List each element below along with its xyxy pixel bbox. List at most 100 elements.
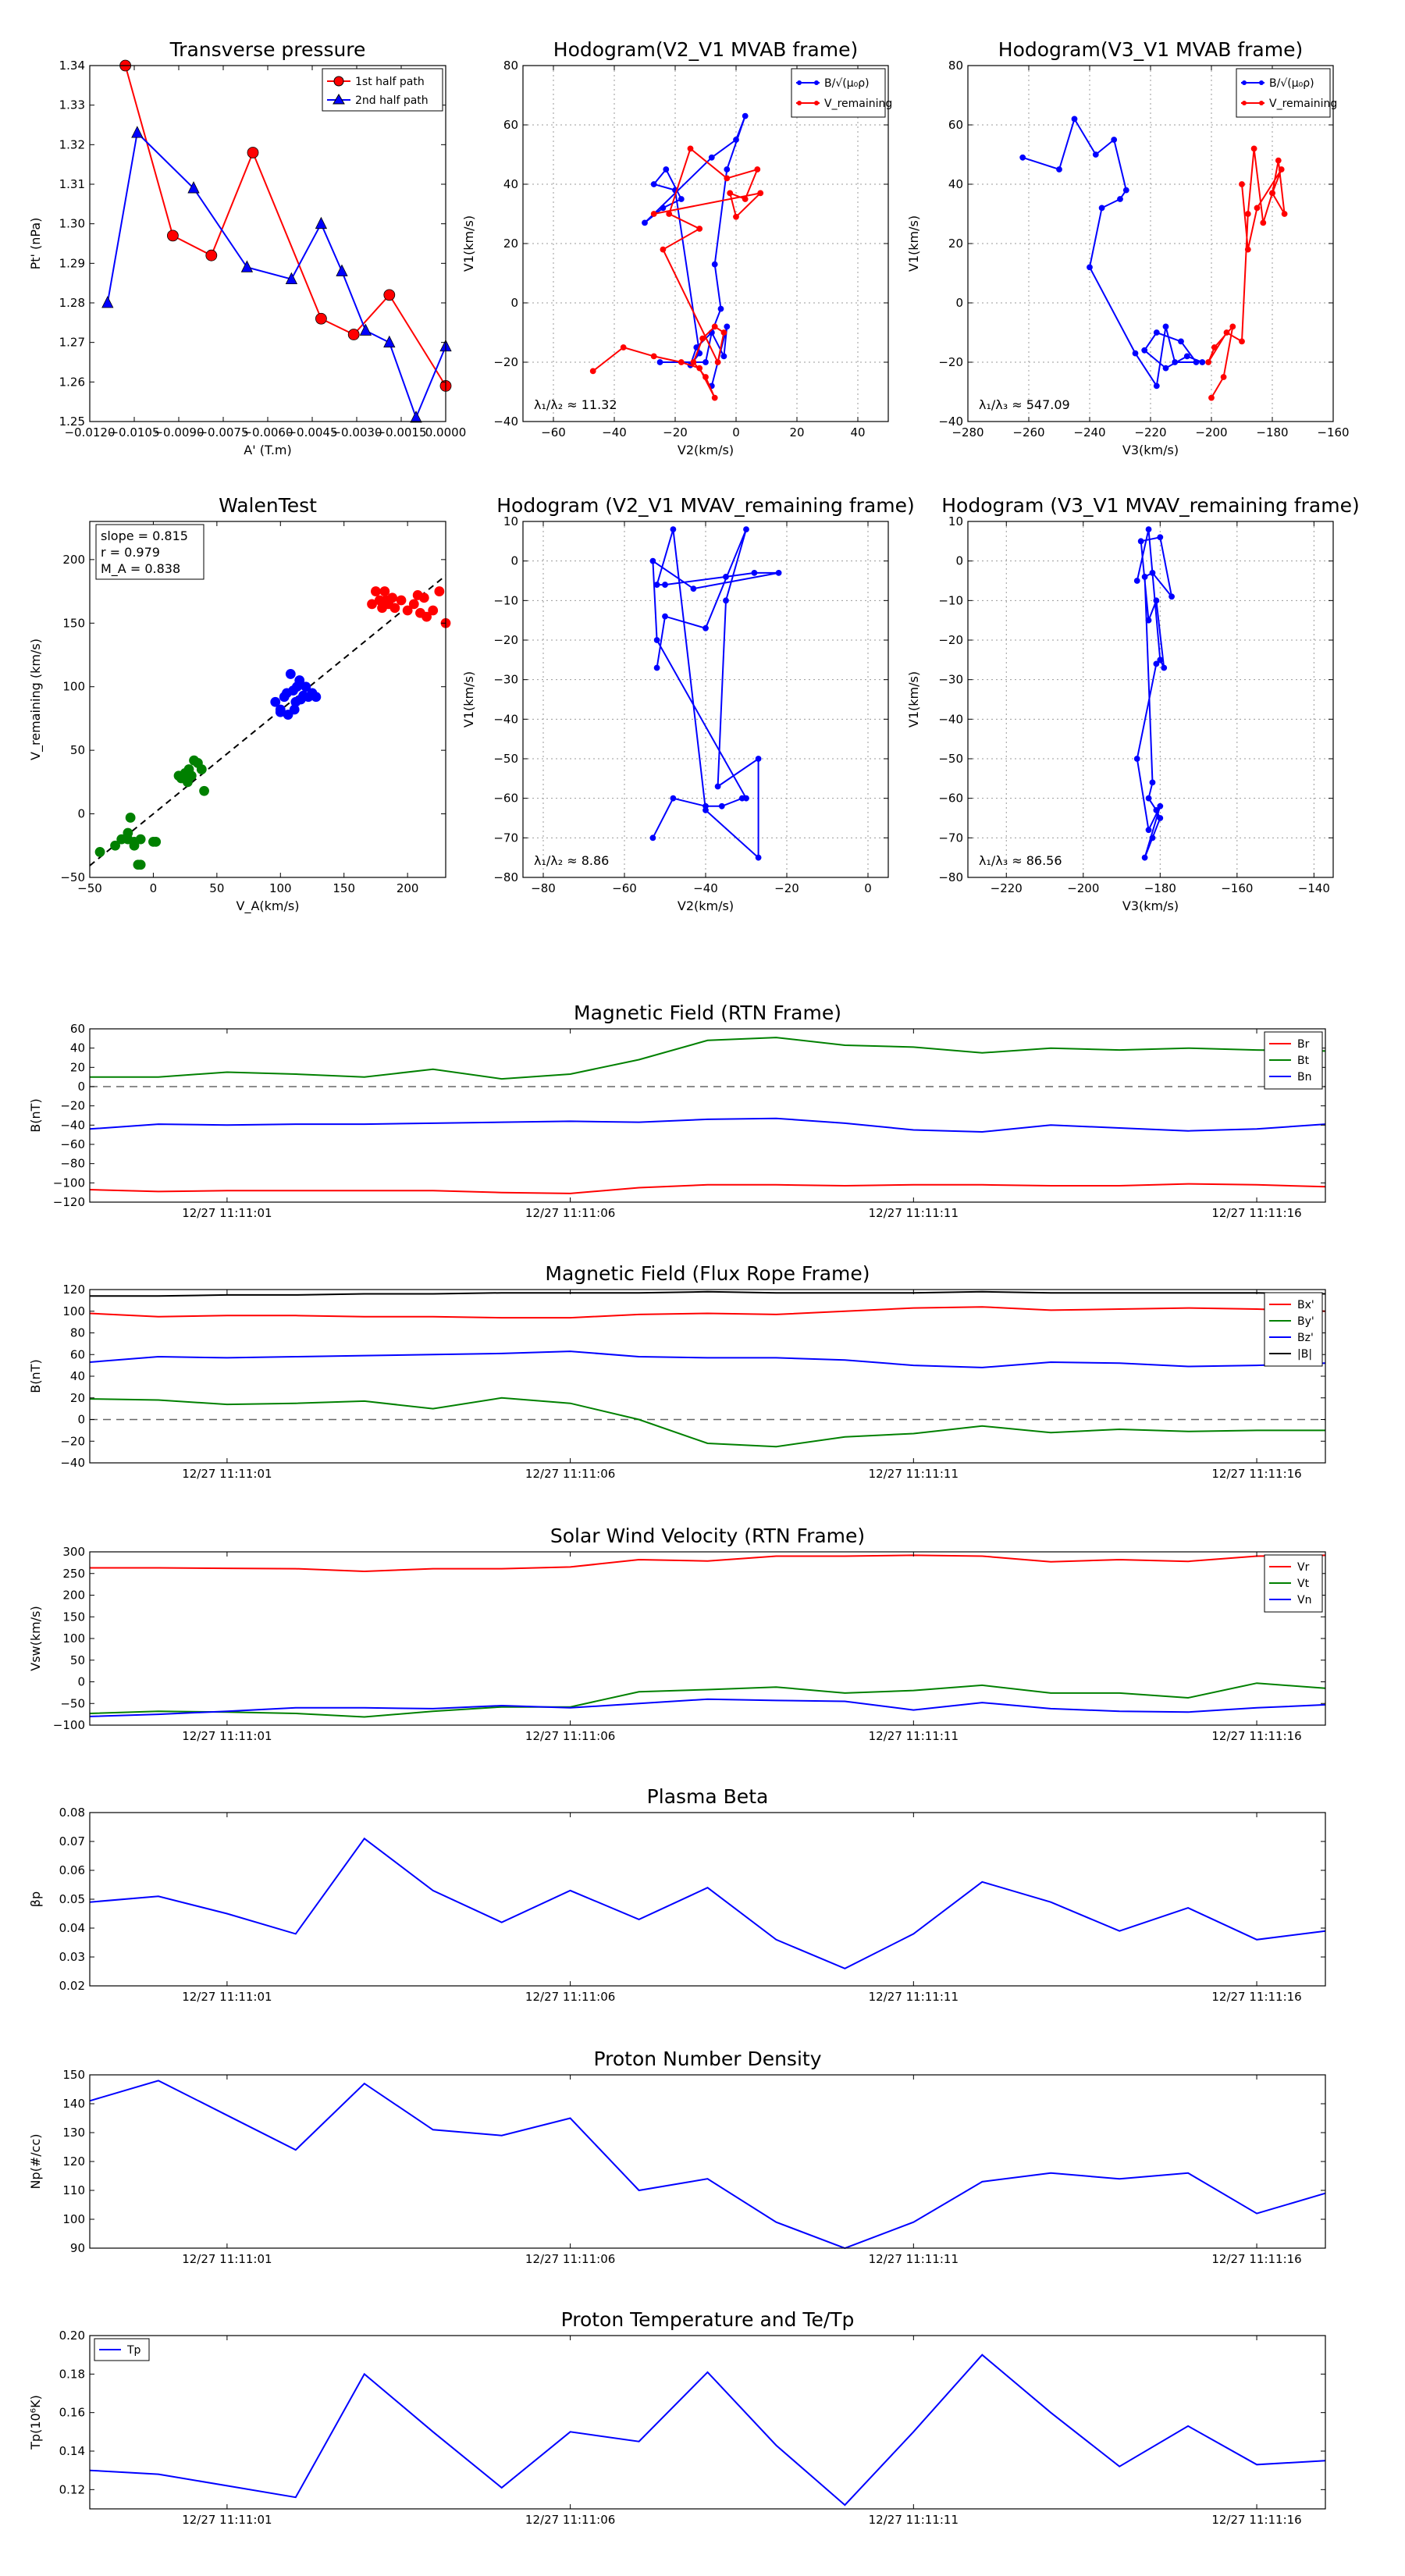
ts5-ytick-label: 130 — [62, 2126, 85, 2140]
panel3-series-2-line — [1208, 148, 1286, 399]
panel3-xtick-label: −200 — [1195, 425, 1227, 439]
panel4-group2-point — [294, 675, 305, 685]
ts1-xtick-label: 12/27 11:11:06 — [525, 1206, 615, 1220]
panel2-xtick-label: 40 — [850, 425, 865, 439]
panel6-series-1-point — [1145, 617, 1152, 624]
ts1-xtick-label: 12/27 11:11:11 — [869, 1206, 959, 1220]
panel3-ytick-label: 40 — [948, 177, 963, 191]
ts1-ytick-label: 0 — [77, 1080, 85, 1094]
ts1-frame — [89, 1028, 1326, 1203]
panel3-series-2-point — [1244, 246, 1251, 253]
panel1-ytick-label: 1.29 — [59, 256, 85, 270]
panel3-xtick-label: −280 — [951, 425, 984, 439]
panel4-group3-point — [396, 595, 407, 606]
panel5-series-1-point — [670, 526, 677, 533]
panel3-legend-b-marker — [1242, 80, 1247, 85]
panel1-xtick-label: −0.0120 — [64, 425, 115, 439]
panel3-ytick-label: 0 — [955, 296, 963, 310]
panel2-legend-v-marker — [797, 101, 802, 105]
panel4-frame — [89, 521, 446, 878]
panel4-group3-point — [371, 586, 381, 596]
panel6-xtick-label: −140 — [1298, 881, 1330, 895]
panel4-group1-point — [94, 847, 105, 857]
panel3-series-2-point — [1278, 166, 1285, 173]
panel3-xtick-label: −160 — [1317, 425, 1349, 439]
panel1-legend-label-first: 1st half path — [355, 76, 425, 88]
panel5-series-1-point — [723, 574, 729, 580]
panel5-series-1-point — [653, 664, 660, 671]
ts6-ytick-label: 0.14 — [59, 2444, 85, 2458]
ts3-xtick-label: 12/27 11:11:06 — [525, 1729, 615, 1743]
ts3-ytick-label: 200 — [62, 1589, 85, 1603]
panel1-ytick-label: 1.27 — [59, 336, 85, 350]
panel5-ylabel: V1(km/s) — [461, 671, 476, 728]
panel3-legend-label-b: B/√(μ₀ρ) — [1269, 77, 1314, 90]
panel3-xtick-label: −240 — [1073, 425, 1105, 439]
panel6-series-1-point — [1141, 574, 1148, 580]
panel2-series-1-point — [720, 353, 727, 360]
panel5-ytick-label: 0 — [510, 554, 518, 568]
panel4-group2-point — [270, 696, 281, 707]
panel2-series-2-point — [727, 190, 734, 197]
panel6-ylabel: V1(km/s) — [906, 671, 921, 728]
ts6-xtick-label: 12/27 11:11:11 — [869, 2513, 959, 2527]
panel4-xtick-label: 0 — [150, 881, 158, 895]
panel6-series-1-point — [1141, 854, 1148, 861]
panel3-ytick-label: −40 — [938, 415, 963, 429]
panel3-ylabel: V1(km/s) — [906, 215, 921, 272]
panel3-series-1-point — [1071, 116, 1078, 123]
panel4-title: WalenTest — [219, 494, 317, 517]
panel2-title: Hodogram(V2_V1 MVAB frame) — [553, 38, 858, 61]
ts5-title: Proton Number Density — [594, 2048, 822, 2070]
panel4-stats-line: M_A = 0.838 — [101, 561, 180, 577]
panel1-ytick-label: 1.28 — [59, 296, 85, 310]
panel6-series-1-point — [1153, 806, 1160, 813]
ts2-xtick-label: 12/27 11:11:11 — [869, 1467, 959, 1481]
panel5-series-1-point — [714, 783, 721, 790]
panel5-annotation: λ₁/λ₂ ≈ 8.86 — [534, 853, 609, 868]
ts3-xtick-label: 12/27 11:11:11 — [869, 1729, 959, 1743]
ts1-ytick-label: 40 — [70, 1041, 85, 1055]
panel5-series-1-point — [702, 624, 709, 632]
panel3-xtick-label: −220 — [1134, 425, 1166, 439]
ts3-legend-label: Vr — [1297, 1561, 1310, 1574]
panel1-circle-point — [166, 229, 179, 242]
panel1-ytick-label: 1.30 — [59, 217, 85, 231]
panel1-triangle-point — [359, 323, 372, 336]
panel3-series-1-point — [1162, 365, 1169, 372]
ts4-xtick-label: 12/27 11:11:01 — [182, 1990, 272, 2004]
ts3-ytick-label: 300 — [62, 1545, 85, 1559]
panel1-triangle-point — [187, 181, 200, 194]
panel6-ytick-label: −20 — [938, 633, 963, 647]
panel4-group3-point — [418, 592, 429, 603]
panel2-series-2-point — [650, 353, 657, 360]
panel3-series-1-point — [1092, 151, 1099, 158]
ts1-ytick-label: 60 — [70, 1022, 85, 1036]
panel2-series-2-point — [660, 246, 667, 253]
panel2-ytick-label: −20 — [493, 355, 518, 369]
panel2-legend-label-v: V_remaining — [824, 98, 892, 110]
panel2-series-1-point — [717, 305, 724, 312]
ts2-xtick-label: 12/27 11:11:06 — [525, 1467, 615, 1481]
panel5-series-1-point — [649, 557, 656, 564]
ts2-ytick-label: 120 — [62, 1283, 85, 1297]
panel4-stats-box — [95, 524, 205, 580]
panel1-xtick-label: 0.0000 — [425, 425, 467, 439]
panel6-ytick-label: −60 — [938, 792, 963, 806]
panel5-series-1-point — [723, 597, 729, 604]
panel1-xtick-label: −0.0075 — [197, 425, 248, 439]
ts6-ytick-label: 0.20 — [59, 2329, 85, 2343]
ts2-ytick-label: 80 — [70, 1326, 85, 1340]
panel6-series-1-point — [1149, 569, 1156, 576]
ts2-legend-label: |B| — [1297, 1348, 1312, 1361]
panel2-legend-b-marker — [797, 80, 802, 85]
panel6-series-1-point — [1145, 795, 1152, 802]
ts1-title: Magnetic Field (RTN Frame) — [574, 1002, 841, 1024]
panel3-series-2-point — [1254, 205, 1261, 212]
panel3-legend-label-v: V_remaining — [1269, 98, 1337, 110]
panel3-xtick-label: −260 — [1012, 425, 1044, 439]
panel5-ytick-label: −70 — [493, 831, 518, 845]
panel6-annotation: λ₁/λ₃ ≈ 86.56 — [979, 853, 1062, 868]
panel3-series-2-point — [1250, 145, 1257, 152]
panel4-group1-point — [135, 859, 146, 870]
